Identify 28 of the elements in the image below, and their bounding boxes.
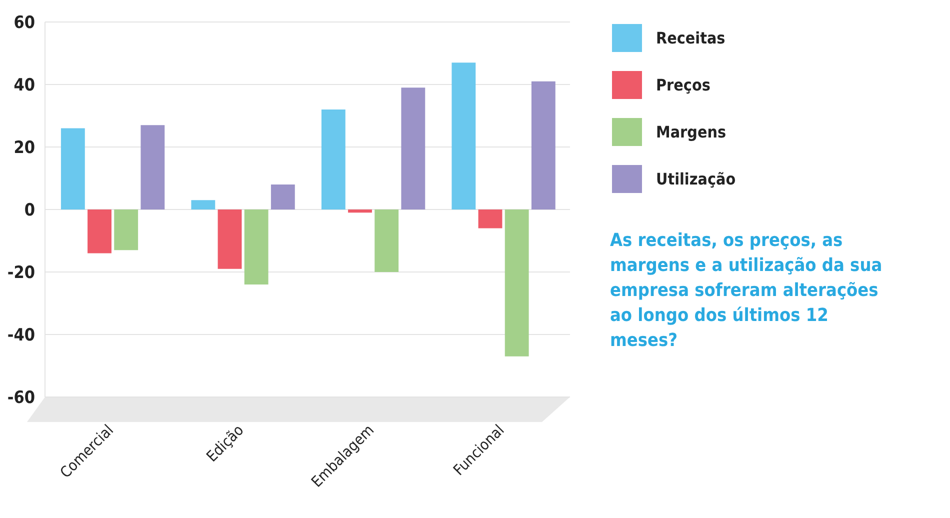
legend-label: Preços (656, 76, 710, 95)
y-tick-label: 20 (14, 138, 35, 158)
bar (452, 62, 476, 210)
bar (348, 210, 372, 213)
y-tick-label: 0 (24, 200, 35, 220)
bar (244, 210, 268, 284)
bar (478, 210, 502, 228)
bar (191, 200, 216, 210)
bar (88, 210, 112, 254)
legend-label: Margens (656, 122, 726, 142)
text: As receitas, os preços, as margens e a utilização da sua empresa sofreram alterações ao longo dos últimos 12 meses? (610, 230, 882, 351)
y-tick-label: -60 (7, 388, 35, 408)
bar (140, 125, 165, 210)
bar (218, 210, 242, 269)
bar (114, 210, 138, 250)
bar (374, 210, 399, 272)
legend-label: Receitas (656, 28, 726, 48)
bar (270, 184, 295, 210)
bar (531, 81, 556, 210)
y-tick-label: 60 (14, 12, 35, 33)
y-tick-label: 40 (14, 75, 35, 96)
bar (504, 210, 529, 356)
bar (60, 128, 85, 210)
bar (401, 88, 426, 210)
bar (321, 110, 346, 210)
y-tick-label: -40 (7, 325, 35, 346)
y-tick-label: -20 (7, 262, 35, 283)
legend-label: Utilização (656, 170, 736, 189)
